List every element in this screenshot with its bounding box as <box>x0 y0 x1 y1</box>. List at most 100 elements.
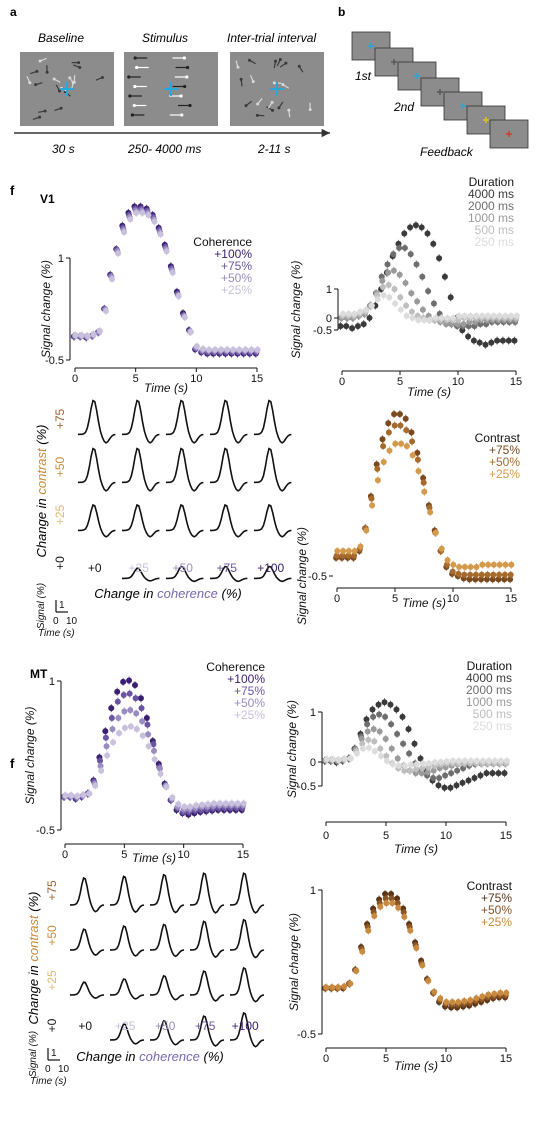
data-point <box>388 721 395 728</box>
response-curve <box>253 447 292 492</box>
y-tick-label: -0.5 <box>36 825 55 837</box>
contrast-axis-part: Change in <box>26 962 41 1025</box>
dot <box>128 94 132 98</box>
legend-entry: +75% <box>481 891 512 905</box>
dot <box>182 56 186 60</box>
data-point <box>396 244 403 251</box>
data-point <box>400 740 407 747</box>
stimulus-time: 250- 4000 ms <box>127 142 201 156</box>
data-point <box>477 772 484 779</box>
data-point <box>405 726 412 733</box>
scale-10: 10 <box>58 1064 70 1075</box>
data-point <box>151 218 158 225</box>
x-tick-label: 0 <box>62 849 68 861</box>
data-point <box>402 279 409 286</box>
data-point <box>503 757 510 764</box>
data-point <box>383 757 390 764</box>
scale-0: 0 <box>53 616 59 627</box>
data-point <box>370 713 377 720</box>
data-point <box>86 790 93 797</box>
dot <box>255 113 259 117</box>
data-point <box>383 753 390 759</box>
data-point <box>228 800 235 807</box>
data-point <box>354 323 361 330</box>
x-axis-label: Time (s) <box>407 385 451 399</box>
data-point <box>181 314 188 321</box>
data-point <box>490 312 497 319</box>
data-point <box>508 561 515 568</box>
data-point <box>494 337 501 344</box>
legend-entry: +25% <box>481 915 512 929</box>
data-point <box>497 989 504 996</box>
data-point <box>248 346 255 353</box>
data-point <box>145 731 152 738</box>
data-point <box>397 294 404 301</box>
data-point <box>438 545 445 552</box>
legend-title: Contrast <box>467 879 513 893</box>
legend-entry: +50% <box>489 455 520 469</box>
data-point <box>501 576 508 583</box>
dot <box>278 57 282 61</box>
data-point <box>157 770 164 777</box>
data-point <box>497 757 504 764</box>
data-point <box>403 312 410 319</box>
y-axis-label: Signal change (%) <box>287 913 301 1011</box>
data-point <box>370 726 377 733</box>
data-point <box>437 758 444 765</box>
data-point <box>199 801 206 808</box>
data-point <box>200 345 206 352</box>
data-point <box>431 988 438 995</box>
data-point <box>68 792 75 799</box>
y-tick-label: -0.5 <box>297 781 316 793</box>
x-tick-label: 5 <box>397 376 403 388</box>
x-tick-label: 10 <box>440 1053 452 1065</box>
x-tick-label: 5 <box>383 1053 389 1065</box>
response-curve <box>110 925 145 957</box>
response-curve <box>78 503 116 538</box>
contrast-axis-part: (%) <box>34 425 49 449</box>
x-tick-label: 5 <box>133 373 139 385</box>
data-point <box>102 728 109 735</box>
data-point <box>163 248 170 255</box>
data-point <box>97 762 104 769</box>
response-curve <box>77 399 116 444</box>
contrast-axis-title: Change in contrast (%) <box>34 425 49 558</box>
data-point <box>156 765 163 772</box>
legend-title: Duration <box>469 175 514 189</box>
response-curve <box>190 920 225 959</box>
data-point <box>385 420 392 427</box>
coherence-axis-title: Change in coherence (%) <box>94 586 241 601</box>
data-point <box>444 314 451 321</box>
legend-entry: +100% <box>227 672 265 686</box>
coherence-axis-word: coherence <box>139 1049 200 1064</box>
data-point <box>473 995 480 1002</box>
data-point <box>116 730 122 737</box>
data-point <box>103 743 110 750</box>
data-point <box>414 298 421 305</box>
data-point <box>351 548 358 555</box>
data-point <box>406 750 413 757</box>
response-curve <box>110 875 145 914</box>
coherence-col-label: +25 <box>129 561 150 575</box>
data-point <box>407 251 414 258</box>
data-point <box>138 705 145 712</box>
data-point <box>413 944 420 951</box>
data-point <box>151 756 158 763</box>
x-axis-label: Time (s) <box>144 381 188 395</box>
dot <box>35 69 39 73</box>
data-point <box>323 756 330 763</box>
data-point <box>414 456 421 463</box>
data-point <box>476 339 483 346</box>
data-point <box>145 212 152 219</box>
coherence-axis-word: coherence <box>157 586 218 601</box>
data-point <box>335 984 342 991</box>
data-point <box>409 452 416 459</box>
data-point <box>495 770 502 777</box>
data-point <box>335 756 342 763</box>
response-curve <box>166 503 204 538</box>
data-point <box>132 682 138 689</box>
data-point <box>420 475 427 482</box>
legend-entry: +50% <box>221 271 252 285</box>
data-point <box>175 801 182 808</box>
